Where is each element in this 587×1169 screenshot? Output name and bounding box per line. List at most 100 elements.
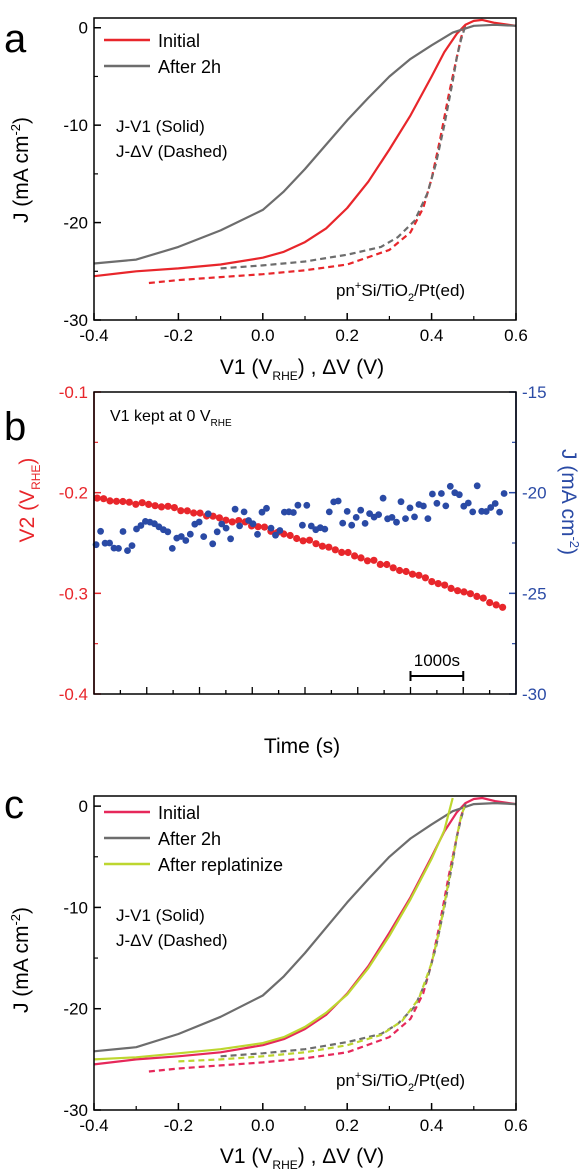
y-tick-label-right-b: -25 xyxy=(522,584,547,603)
point-j xyxy=(455,491,463,499)
x-tick-label-a: 0.0 xyxy=(251,326,275,345)
point-j xyxy=(168,545,176,552)
point-j xyxy=(258,508,266,516)
point-j xyxy=(334,497,342,505)
point-j xyxy=(343,508,351,515)
panel-a: a J (mA cm-2) V1 (VRHE) , ΔV (V) Initial… xyxy=(4,17,528,383)
point-v2 xyxy=(441,581,449,589)
legend-c: Initial After 2h After replatinize xyxy=(104,803,283,875)
point-j xyxy=(294,501,302,509)
series-after-2h-dashed-c xyxy=(220,803,467,1058)
point-v2 xyxy=(183,507,191,515)
point-j xyxy=(213,528,221,536)
point-j xyxy=(496,508,503,516)
point-v2 xyxy=(112,497,121,505)
point-j xyxy=(411,513,418,521)
ticks-c: -0.4 -0.2 0.0 0.2 0.4 0.6 -30 -20 -10 0 xyxy=(63,797,527,1135)
point-j xyxy=(307,522,315,530)
point-v2 xyxy=(196,509,204,517)
y-tick-label-left-b: -0.3 xyxy=(59,584,88,603)
x-axis-label-b: Time (s) xyxy=(264,735,340,758)
point-v2 xyxy=(305,536,314,544)
y-axis-label-right-b: J (mA cm-2) xyxy=(557,449,582,555)
point-j xyxy=(182,537,190,544)
legend-label-initial-c: Initial xyxy=(158,803,200,823)
series-after-replatinize-dashed-c xyxy=(178,803,467,1063)
panel-letter-c: c xyxy=(4,783,24,827)
point-j xyxy=(487,504,495,511)
point-v2 xyxy=(434,580,442,588)
point-v2 xyxy=(363,557,372,565)
point-j xyxy=(406,504,414,512)
point-v2 xyxy=(260,523,269,531)
point-j xyxy=(222,524,230,532)
point-j xyxy=(352,514,360,521)
series-b xyxy=(92,482,508,611)
point-v2 xyxy=(402,567,410,576)
point-j xyxy=(325,508,333,516)
point-v2 xyxy=(473,592,481,601)
point-v2 xyxy=(293,534,301,543)
point-v2 xyxy=(460,588,468,596)
x-axis-label-c: V1 (VRHE) , ΔV (V) xyxy=(220,1145,384,1169)
y-tick-label-right-b: -15 xyxy=(522,383,547,402)
point-j xyxy=(218,520,226,528)
y-axis-label-left-b: V2 (VRHE) xyxy=(16,458,43,543)
point-j xyxy=(299,521,306,529)
point-j xyxy=(227,535,235,543)
point-j xyxy=(446,482,454,490)
point-j xyxy=(339,519,347,527)
series-after-2h-solid-a xyxy=(93,23,517,265)
point-v2 xyxy=(138,499,146,507)
point-v2 xyxy=(383,560,391,569)
point-j xyxy=(164,528,172,536)
point-j xyxy=(438,490,445,497)
point-j xyxy=(200,533,208,540)
point-j xyxy=(375,511,382,518)
point-j xyxy=(115,545,122,552)
point-j xyxy=(254,530,261,538)
point-v2 xyxy=(492,601,500,609)
y-tick-label-left-b: -0.4 xyxy=(59,685,88,704)
annotation-dashed-c: J-ΔV (Dashed) xyxy=(116,931,228,950)
point-v2 xyxy=(351,552,359,560)
x-tick-label-c: 0.4 xyxy=(420,1116,444,1135)
y-tick-label-c: 0 xyxy=(79,797,88,816)
point-j xyxy=(124,547,131,554)
point-v2 xyxy=(299,537,307,545)
point-v2 xyxy=(318,542,326,550)
series-initial-solid-c xyxy=(93,796,517,1066)
point-j xyxy=(106,539,113,547)
point-v2 xyxy=(164,502,172,510)
point-j xyxy=(402,515,409,522)
point-v2 xyxy=(100,495,108,503)
point-j xyxy=(388,514,396,521)
point-j xyxy=(397,498,405,506)
point-v2 xyxy=(170,504,178,512)
y-tick-label-left-b: -0.2 xyxy=(59,484,88,503)
y-tick-label-right-b: -30 xyxy=(522,685,547,704)
point-v2 xyxy=(106,497,114,505)
series-c xyxy=(93,796,517,1073)
series-initial-solid-a xyxy=(93,18,517,278)
plot-frame-c xyxy=(93,795,517,1111)
series-a xyxy=(93,18,517,285)
point-v2 xyxy=(428,578,436,586)
point-v2 xyxy=(312,540,320,548)
y-axis-label-a: J (mA cm-2) xyxy=(8,117,33,223)
point-j xyxy=(469,508,477,516)
point-j xyxy=(348,521,356,529)
point-v2 xyxy=(325,543,333,551)
annotation-dashed-a: J-ΔV (Dashed) xyxy=(116,142,228,161)
point-j xyxy=(231,505,239,513)
point-j xyxy=(204,510,212,518)
point-v2 xyxy=(454,587,462,595)
legend-a: Initial After 2h xyxy=(104,31,221,77)
y-tick-label-a: -30 xyxy=(63,311,88,330)
legend-label-replatinize-c: After replatinize xyxy=(158,855,283,875)
x-tick-label-c: 0.2 xyxy=(335,1116,359,1135)
series-after-replatinize-solid-c xyxy=(93,797,454,1061)
panel-c: c J (mA cm-2) V1 (VRHE) , ΔV (V) Initial… xyxy=(4,783,528,1169)
x-tick-label-c: 0.0 xyxy=(251,1116,275,1135)
point-v2 xyxy=(151,502,159,510)
